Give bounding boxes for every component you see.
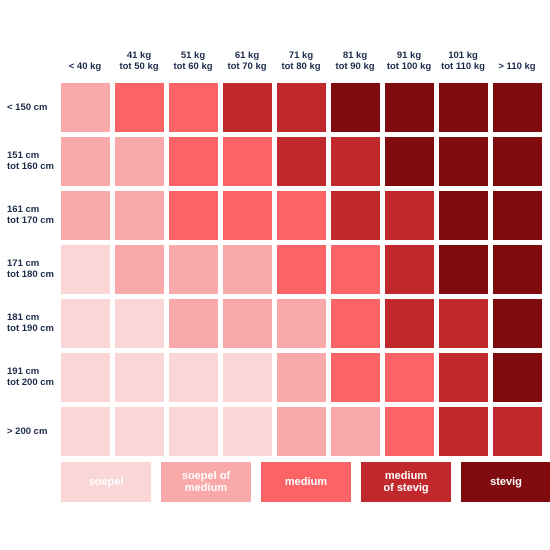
legend-item: medium of stevig [361, 462, 451, 502]
heatmap-cell [385, 407, 434, 456]
heatmap-cell [493, 245, 542, 294]
heatmap-cell [385, 191, 434, 240]
heatmap-cell [169, 191, 218, 240]
heatmap-cell [223, 353, 272, 402]
heatmap-cell [277, 137, 326, 186]
heatmap-cell [223, 407, 272, 456]
heatmap-cell [439, 191, 488, 240]
heatmap-cell [493, 83, 542, 132]
heatmap-cell [61, 353, 110, 402]
column-header: 51 kg tot 60 kg [173, 50, 213, 72]
column-header: 91 kg tot 100 kg [386, 50, 432, 72]
heatmap-cell [439, 353, 488, 402]
heatmap-cell [115, 245, 164, 294]
heatmap-cell [331, 83, 380, 132]
heatmap-cell [493, 191, 542, 240]
legend-item: soepel of medium [161, 462, 251, 502]
legend-item: soepel [61, 462, 151, 502]
heatmap-cell [169, 137, 218, 186]
row-header: 161 cm tot 170 cm [7, 204, 54, 226]
heatmap-cell [277, 407, 326, 456]
heatmap-cell [115, 353, 164, 402]
column-header: 41 kg tot 50 kg [119, 50, 159, 72]
heatmap-cell [61, 299, 110, 348]
heatmap-cell [169, 353, 218, 402]
heatmap-cell [61, 407, 110, 456]
heatmap-cell [223, 191, 272, 240]
heatmap-cell [331, 407, 380, 456]
row-header: 191 cm tot 200 cm [7, 366, 54, 388]
heatmap-cell [331, 353, 380, 402]
column-header: 61 kg tot 70 kg [227, 50, 267, 72]
heatmap-cell [493, 353, 542, 402]
row-header: < 150 cm [7, 101, 48, 113]
row-header: 151 cm tot 160 cm [7, 150, 54, 172]
heatmap-cell [277, 353, 326, 402]
row-header: 171 cm tot 180 cm [7, 258, 54, 280]
heatmap-cell [385, 245, 434, 294]
legend-item: medium [261, 462, 351, 502]
heatmap-cell [223, 299, 272, 348]
legend-item: stevig [461, 462, 550, 502]
heatmap-cell [331, 245, 380, 294]
column-header: 101 kg tot 110 kg [441, 50, 485, 72]
heatmap-cell [223, 83, 272, 132]
heatmap-cell [385, 83, 434, 132]
heatmap-cell [115, 407, 164, 456]
heatmap-cell [169, 245, 218, 294]
heatmap-cell [277, 83, 326, 132]
heatmap-cell [439, 407, 488, 456]
heatmap-cell [115, 83, 164, 132]
heatmap-cell [493, 137, 542, 186]
heatmap-cell [169, 299, 218, 348]
heatmap-cell [439, 245, 488, 294]
heatmap-cell [385, 353, 434, 402]
heatmap-cell [115, 137, 164, 186]
heatmap-cell [331, 137, 380, 186]
column-header: < 40 kg [68, 61, 102, 72]
heatmap-cell [61, 83, 110, 132]
heatmap-cell [61, 191, 110, 240]
heatmap-cell [223, 245, 272, 294]
heatmap-cell [277, 299, 326, 348]
heatmap-cell [439, 83, 488, 132]
heatmap-cell [331, 299, 380, 348]
heatmap-cell [439, 299, 488, 348]
heatmap-cell [277, 191, 326, 240]
heatmap-cell [385, 137, 434, 186]
heatmap-cell [277, 245, 326, 294]
heatmap-cell [61, 245, 110, 294]
heatmap-cell [331, 191, 380, 240]
heatmap-cell [493, 299, 542, 348]
column-header: 81 kg tot 90 kg [335, 50, 375, 72]
heatmap-cell [439, 137, 488, 186]
row-header: > 200 cm [7, 425, 48, 437]
heatmap-cell [493, 407, 542, 456]
column-header: 71 kg tot 80 kg [281, 50, 321, 72]
heatmap-cell [115, 191, 164, 240]
heatmap-cell [385, 299, 434, 348]
heatmap-cell [169, 83, 218, 132]
row-header: 181 cm tot 190 cm [7, 312, 54, 334]
heatmap-cell [61, 137, 110, 186]
heatmap-cell [223, 137, 272, 186]
column-header: > 110 kg [498, 61, 536, 72]
heatmap-cell [169, 407, 218, 456]
heatmap-cell [115, 299, 164, 348]
